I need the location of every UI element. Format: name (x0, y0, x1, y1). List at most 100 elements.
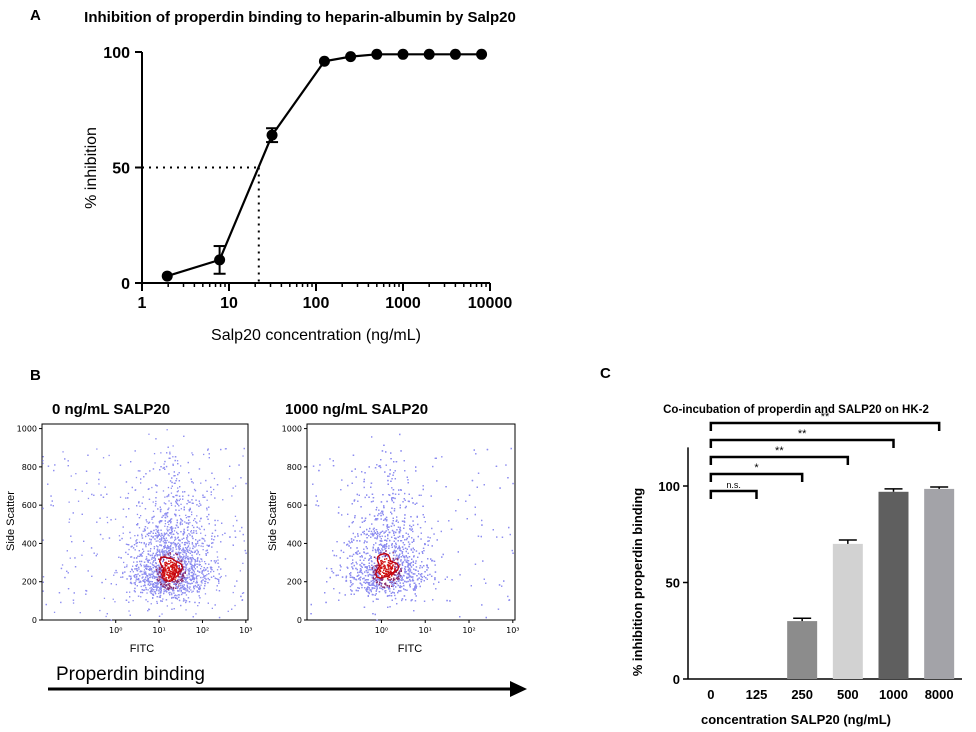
flow-plot-1-event-dot (137, 595, 140, 597)
flow-plot-1-event-dot (167, 582, 169, 584)
flow-plot-1-event-dot (176, 498, 178, 501)
flow-plot-1-event-dot (190, 559, 193, 561)
flow-plot-1-event-dot (138, 541, 141, 543)
flow-plot-1-event-dot (194, 573, 197, 576)
flow-plot-1-event-dot (207, 570, 209, 572)
flow-plot-1-event-dot (167, 446, 169, 448)
flow-plot-1-event-dot (173, 562, 175, 564)
flow-plot-1-event-dot (213, 560, 216, 562)
flow-plot-1-event-dot (201, 570, 204, 572)
flow-plot-1-event-dot (146, 592, 148, 594)
flow-plot-1-event-dot (193, 530, 195, 532)
flow-plot-1-event-dot (176, 582, 178, 585)
flow-plot-1-event-dot (160, 591, 162, 593)
flow-plot-1-event-dot (203, 587, 205, 590)
flow-plot-1-event-dot (181, 559, 183, 561)
flow-plot-1-event-dot (169, 584, 171, 586)
flow-plot-1-event-dot (179, 554, 181, 557)
flow-plot-1-event-dot (186, 558, 189, 560)
flow-plot-1-event-dot (171, 566, 173, 568)
flow-plot-1-event-dot (182, 576, 184, 578)
flow-plot-1-event-dot (102, 457, 105, 459)
flow-plot-1-event-dot (195, 543, 197, 545)
panel-a-data-point (371, 48, 383, 60)
flow-plot-1-event-dot (154, 554, 157, 556)
flow-plot-1-event-dot (196, 559, 199, 561)
flow-plot-1-x-tick-label: 10¹ (152, 626, 165, 635)
flow-plot-1-event-dot (155, 562, 157, 565)
flow-plot-1-event-dot (152, 577, 154, 579)
flow-plot-1-event-dot (178, 499, 180, 502)
flow-plot-1-event-dot (157, 540, 159, 542)
flow-plot-1-event-dot (159, 576, 162, 578)
flow-plot-1-event-dot (162, 598, 164, 600)
flow-plot-1-event-dot (143, 561, 146, 563)
flow-plot-1-event-dot (164, 513, 166, 515)
flow-plot-1-event-dot (183, 531, 186, 534)
flow-plot-1-event-dot (124, 566, 126, 568)
flow-plot-1-event-dot (145, 556, 148, 558)
flow-plot-1-event-dot (171, 594, 173, 596)
flow-plot-1-event-dot (51, 500, 53, 502)
flow-plot-1-event-dot (74, 489, 77, 491)
flow-plot-1-event-dot (202, 576, 204, 579)
flow-plot-1-event-dot (143, 542, 145, 544)
flow-plot-1-event-dot (128, 575, 130, 577)
flow-plot-1-event-dot (156, 581, 158, 583)
flow-plot-1-event-dot (126, 564, 128, 566)
flow-plot-1-event-dot (149, 584, 151, 586)
flow-plot-1-event-dot (200, 504, 202, 506)
flow-plot-1-event-dot (166, 557, 168, 560)
flow-plot-1-event-dot (180, 556, 183, 558)
flow-plot-1-event-dot (125, 497, 127, 499)
flow-plot-1-event-dot (173, 541, 175, 544)
flow-plot-1-event-dot (199, 502, 201, 505)
flow-plot-1-event-dot (173, 475, 175, 477)
flow-plot-1-event-dot (154, 592, 157, 595)
flow-plot-1-event-dot (165, 546, 167, 548)
flow-plot-1-event-dot (170, 542, 173, 544)
flow-plot-1-event-dot (224, 448, 227, 450)
flow-plot-1-event-dot (168, 550, 170, 552)
flow-plot-1-event-dot (184, 561, 186, 563)
flow-plot-1-event-dot (181, 520, 184, 522)
flow-plot-1-event-dot (147, 580, 149, 583)
flow-plot-1-event-dot (181, 578, 183, 581)
flow-plot-1-event-dot (188, 541, 190, 543)
flow-plot-1-event-dot (193, 488, 196, 491)
flow-plot-1-event-dot (183, 576, 186, 579)
panel-a-data-point (161, 270, 173, 282)
flow-plot-1-event-dot (141, 535, 143, 537)
flow-plot-1-event-dot (158, 550, 161, 553)
flow-plot-1-event-dot (174, 459, 176, 462)
flow-plot-1-event-dot (159, 595, 162, 597)
flow-plot-1-event-dot (125, 516, 127, 518)
flow-plot-1-event-dot (136, 585, 138, 587)
flow-plot-1-event-dot (201, 571, 203, 573)
flow-plot-1-event-dot (178, 566, 180, 568)
flow-plot-1-event-dot (172, 445, 174, 447)
flow-plot-1-event-dot (151, 516, 153, 519)
flow-plot-1-event-dot (173, 581, 175, 583)
flow-plot-1-event-dot (177, 568, 179, 570)
flow-plot-1-event-dot (184, 572, 186, 574)
flow-plot-1-event-dot (160, 578, 162, 580)
flow-plot-1-event-dot (187, 557, 190, 559)
flow-plot-1-event-dot (202, 496, 204, 498)
flow-plot-1-event-dot (152, 532, 154, 534)
flow-plot-1-event-dot (242, 533, 244, 536)
flow-plot-1-event-dot (101, 581, 103, 584)
flow-plot-1-event-dot (177, 463, 179, 465)
flow-plot-1-event-dot (139, 575, 141, 577)
flow-plot-1-event-dot (181, 549, 183, 552)
flow-plot-1-event-dot (207, 551, 209, 554)
flow-plot-1-event-dot (170, 522, 172, 524)
flow-plot-1-event-dot (141, 533, 143, 535)
flow-plot-1-event-dot (169, 453, 171, 455)
flow-plot-1-event-dot (144, 581, 146, 583)
flow-plot-1-event-dot (177, 473, 179, 476)
flow-plot-1-event-dot (205, 569, 207, 571)
flow-plot-1-event-dot (106, 516, 108, 518)
flow-plot-1-event-dot (154, 559, 156, 561)
flow-plot-1-event-dot (160, 537, 162, 540)
